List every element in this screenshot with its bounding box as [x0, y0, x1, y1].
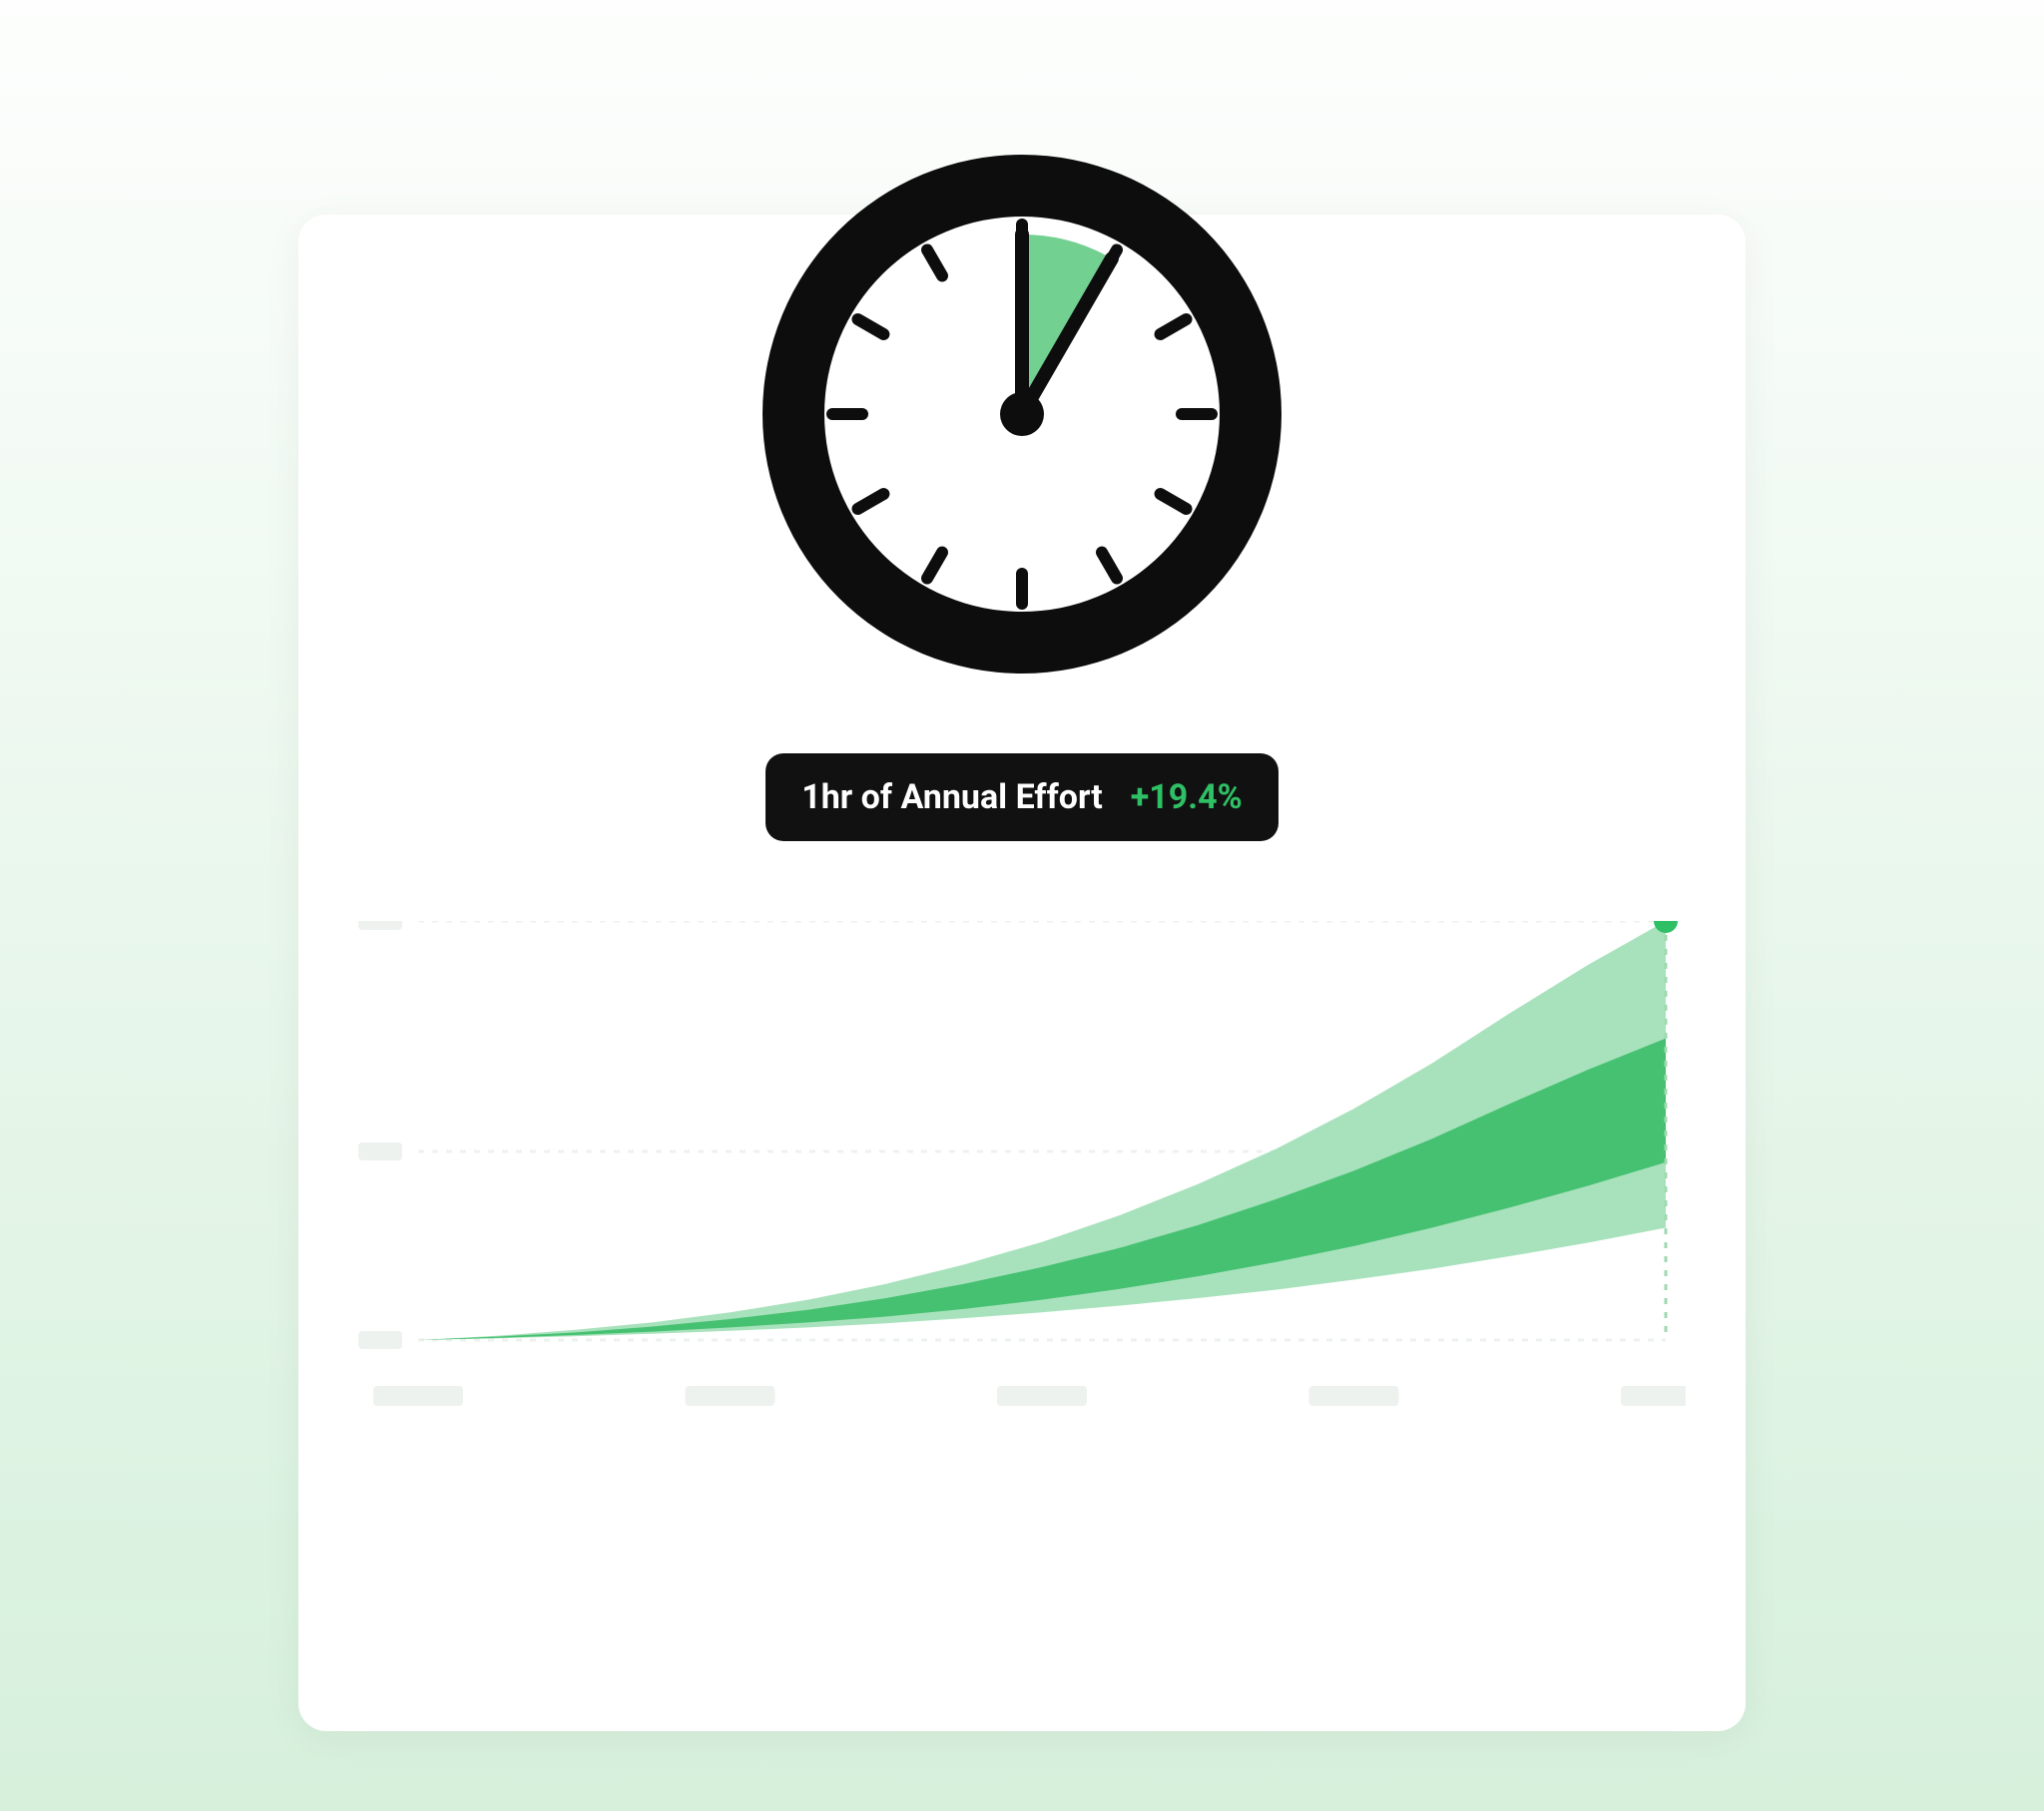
info-card: 1hr of Annual Effort +19.4%	[298, 215, 1746, 1731]
growth-chart	[358, 921, 1686, 1450]
metric-value: +19.4%	[1131, 777, 1243, 817]
metric-label: 1hr of Annual Effort	[801, 777, 1103, 817]
clock-icon	[743, 135, 1301, 693]
clock-graphic	[743, 135, 1301, 693]
metric-badge: 1hr of Annual Effort +19.4%	[766, 753, 1278, 841]
area-chart	[358, 921, 1686, 1450]
